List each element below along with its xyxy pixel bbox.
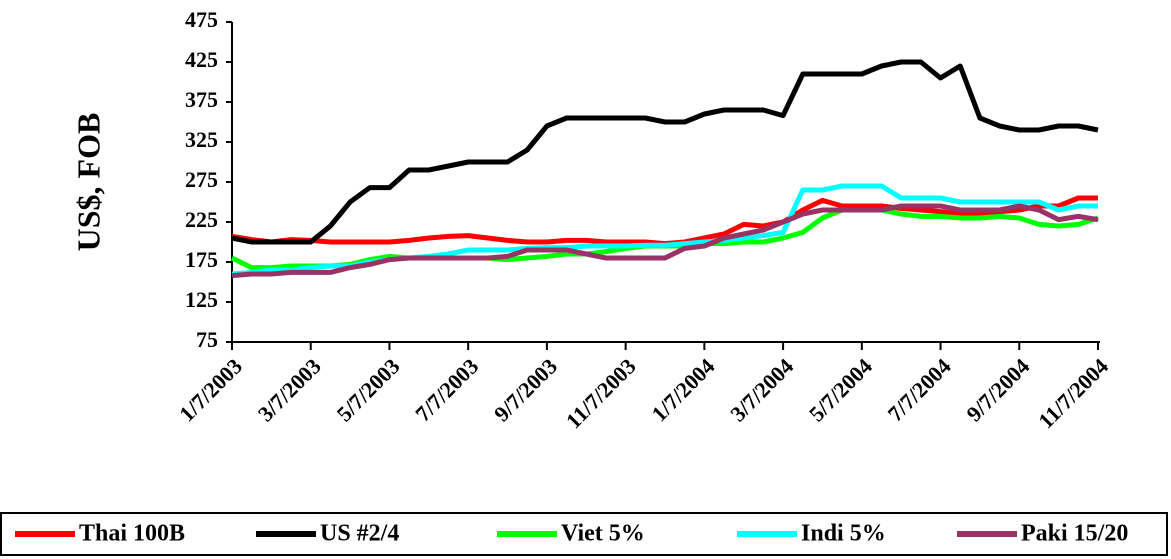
legend-label: Paki 15/20 <box>1021 521 1128 547</box>
y-axis-title: US$, FOB <box>70 113 106 252</box>
legend-box <box>0 512 1168 556</box>
x-tick-label: 9/7/2004 <box>961 353 1034 426</box>
x-tick-label: 7/7/2003 <box>410 353 483 426</box>
x-tick-label: 3/7/2004 <box>725 353 798 426</box>
x-tick-label: 1/7/2004 <box>646 353 719 426</box>
legend-label: US #2/4 <box>320 521 399 547</box>
x-tick-label: 3/7/2003 <box>253 353 326 426</box>
x-tick-label: 5/7/2003 <box>332 353 405 426</box>
legend-label: Thai 100B <box>79 521 185 547</box>
x-tick-label: 9/7/2003 <box>489 353 562 426</box>
y-tick-label: 175 <box>185 247 218 272</box>
series-line <box>231 59 1099 245</box>
legend-label: Indi 5% <box>801 521 886 547</box>
y-tick-label: 375 <box>185 87 218 112</box>
series-line <box>231 203 1099 279</box>
x-tick-label: 5/7/2004 <box>804 353 877 426</box>
y-tick-label: 225 <box>185 207 218 232</box>
x-tick-label: 7/7/2004 <box>883 353 956 426</box>
x-tick-label: 1/7/2003 <box>174 353 247 426</box>
y-tick-label: 275 <box>185 167 218 192</box>
legend-label: Viet 5% <box>561 521 645 547</box>
y-tick-label: 325 <box>185 127 218 152</box>
x-tick-label: 11/7/2004 <box>1033 353 1113 433</box>
y-tick-label: 475 <box>185 7 218 32</box>
x-tick-label: 11/7/2003 <box>561 353 641 433</box>
y-tick-label: 425 <box>185 47 218 72</box>
y-tick-label: 125 <box>185 287 218 312</box>
y-tick-label: 75 <box>196 327 218 352</box>
series-line <box>231 195 1098 247</box>
